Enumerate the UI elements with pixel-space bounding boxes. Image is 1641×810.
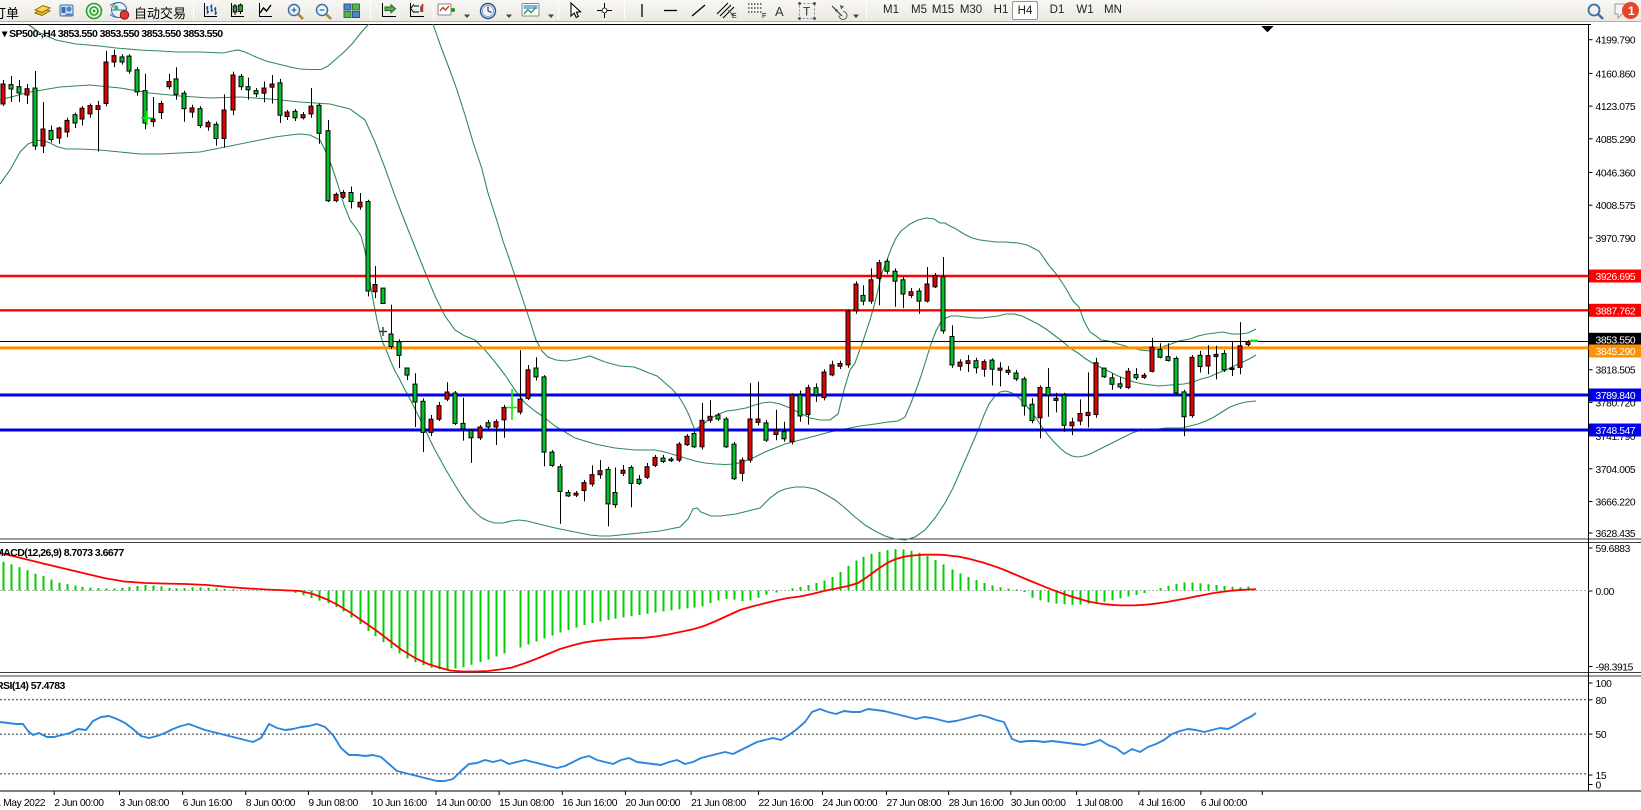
svg-text:▾ SP500-,H4 3853.550 3853.550: ▾ SP500-,H4 3853.550 3853.550 3853.550 3… [1, 28, 223, 40]
svg-text:6 Jul 00:00: 6 Jul 00:00 [1201, 798, 1248, 809]
svg-text:3845.290: 3845.290 [1596, 347, 1636, 358]
svg-text:4123.075: 4123.075 [1596, 102, 1636, 113]
svg-text:100: 100 [1596, 679, 1613, 690]
svg-text:59.6883: 59.6883 [1596, 544, 1631, 555]
svg-text:10 Jun 16:00: 10 Jun 16:00 [372, 798, 427, 809]
svg-text:3741.790: 3741.790 [1596, 432, 1636, 443]
svg-text:50: 50 [1596, 730, 1607, 741]
svg-text:3704.005: 3704.005 [1596, 465, 1636, 476]
svg-text:4 Jul 16:00: 4 Jul 16:00 [1139, 798, 1186, 809]
svg-text:80: 80 [1596, 696, 1607, 707]
svg-text:0.00: 0.00 [1596, 587, 1615, 598]
svg-text:0: 0 [1596, 781, 1602, 792]
svg-text:3748.547: 3748.547 [1596, 426, 1636, 437]
svg-text:3666.220: 3666.220 [1596, 498, 1636, 509]
svg-text:3926.695: 3926.695 [1596, 272, 1636, 283]
svg-text:2 Jun 00:00: 2 Jun 00:00 [54, 798, 104, 809]
svg-text:3818.505: 3818.505 [1596, 366, 1636, 377]
svg-text:-98.3915: -98.3915 [1596, 663, 1634, 674]
svg-text:3780.720: 3780.720 [1596, 398, 1636, 409]
svg-text:MACD(12,26,9) 8.7073 3.6677: MACD(12,26,9) 8.7073 3.6677 [0, 547, 124, 559]
svg-text:4085.290: 4085.290 [1596, 135, 1636, 146]
svg-text:3628.435: 3628.435 [1596, 529, 1636, 540]
svg-text:14 Jun 00:00: 14 Jun 00:00 [436, 798, 491, 809]
svg-text:4046.360: 4046.360 [1596, 169, 1636, 180]
svg-text:T: T [803, 5, 811, 19]
svg-text:3 Jun 08:00: 3 Jun 08:00 [120, 798, 170, 809]
svg-text:22 Jun 16:00: 22 Jun 16:00 [759, 798, 814, 809]
svg-text:6 Jun 16:00: 6 Jun 16:00 [183, 798, 233, 809]
svg-text:8 Jun 00:00: 8 Jun 00:00 [246, 798, 296, 809]
svg-text:4160.860: 4160.860 [1596, 69, 1636, 80]
svg-text:24 Jun 00:00: 24 Jun 00:00 [823, 798, 878, 809]
svg-text:20 Jun 00:00: 20 Jun 00:00 [625, 798, 680, 809]
svg-text:E: E [732, 13, 737, 19]
svg-text:3887.762: 3887.762 [1596, 306, 1636, 317]
svg-text:9 Jun 08:00: 9 Jun 08:00 [308, 798, 358, 809]
svg-text:28 Jun 16:00: 28 Jun 16:00 [949, 798, 1004, 809]
svg-text:4008.575: 4008.575 [1596, 201, 1636, 212]
svg-text:3853.550: 3853.550 [1596, 335, 1636, 346]
svg-text:4199.790: 4199.790 [1596, 36, 1636, 47]
svg-text:16 Jun 16:00: 16 Jun 16:00 [562, 798, 617, 809]
svg-text:27 Jun 08:00: 27 Jun 08:00 [887, 798, 942, 809]
svg-text:30 Jun 00:00: 30 Jun 00:00 [1011, 798, 1066, 809]
svg-text:21 Jun 08:00: 21 Jun 08:00 [691, 798, 746, 809]
svg-text:F: F [762, 13, 766, 19]
svg-text:15: 15 [1596, 771, 1607, 782]
svg-text:3970.790: 3970.790 [1596, 234, 1636, 245]
svg-text:15 Jun 08:00: 15 Jun 08:00 [499, 798, 554, 809]
svg-text:1 Jul 08:00: 1 Jul 08:00 [1077, 798, 1124, 809]
svg-text:31 May 2022: 31 May 2022 [0, 798, 46, 809]
svg-text:RSI(14) 57.4783: RSI(14) 57.4783 [0, 680, 66, 692]
svg-text:3789.840: 3789.840 [1596, 391, 1636, 402]
svg-text:1: 1 [1628, 4, 1635, 18]
